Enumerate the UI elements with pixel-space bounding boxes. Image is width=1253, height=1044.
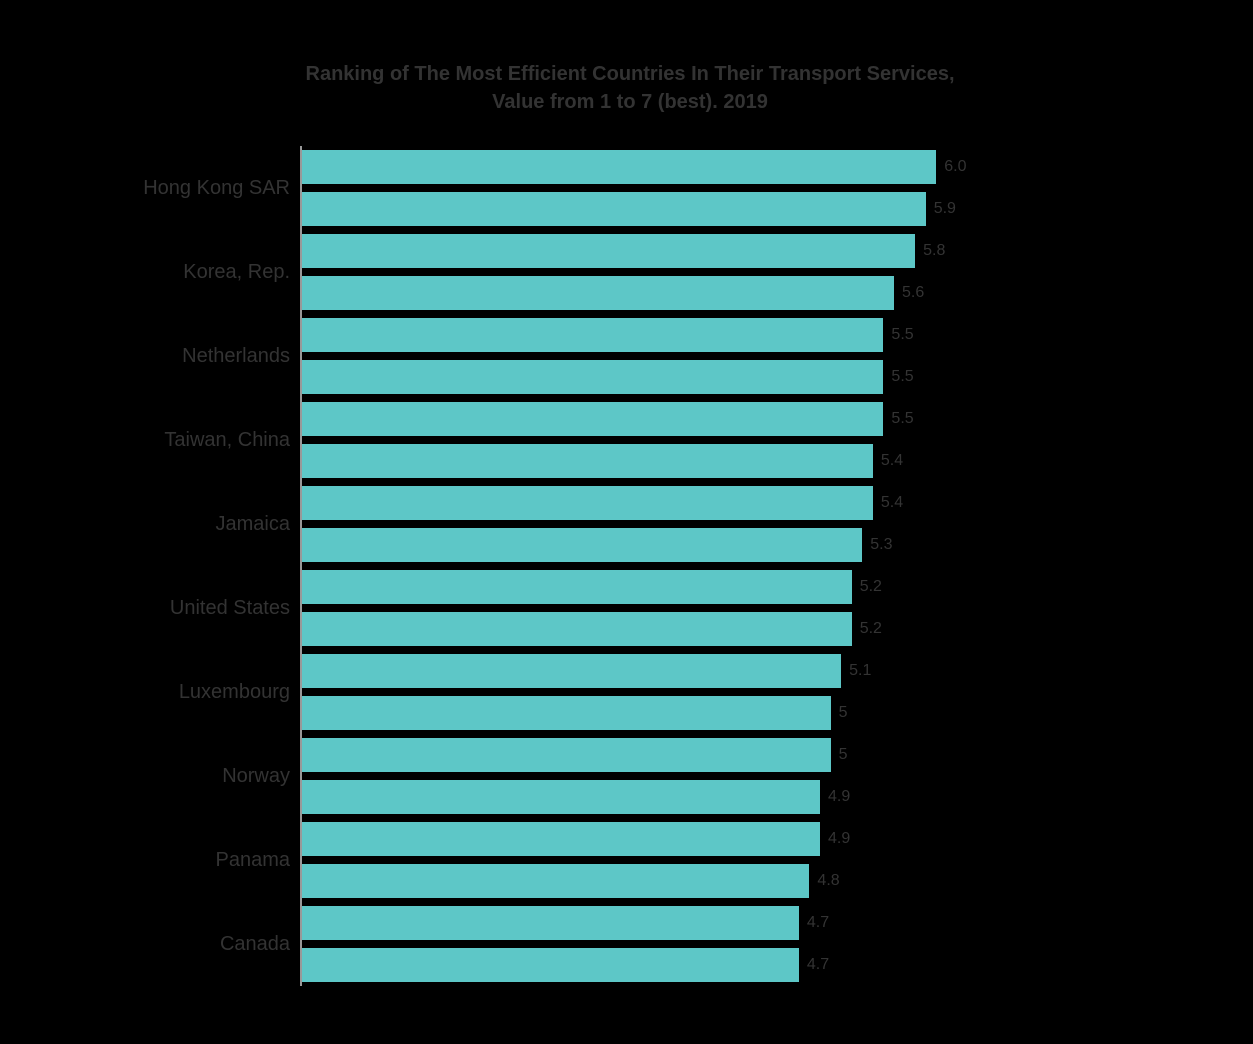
bar-row: 5.4	[302, 482, 1160, 524]
bar: 5	[302, 738, 831, 772]
bar-row: 5.5	[302, 356, 1160, 398]
y-label: Norway	[120, 734, 290, 818]
bar: 5	[302, 696, 831, 730]
bar: 5.5	[302, 360, 883, 394]
bar: 5.2	[302, 612, 852, 646]
bars-area: 6.05.95.85.65.55.55.55.45.45.35.25.25.15…	[300, 146, 1160, 986]
bar: 5.4	[302, 486, 873, 520]
y-label: Netherlands	[120, 314, 290, 398]
bar-row: 5.8	[302, 230, 1160, 272]
bar-value: 5.5	[883, 326, 913, 344]
y-label: Luxembourg	[120, 650, 290, 734]
bar-value: 5.9	[926, 200, 956, 218]
bar-row: 5.5	[302, 314, 1160, 356]
bar-value: 5.2	[852, 578, 882, 596]
y-axis-labels: Hong Kong SAR Korea, Rep. Netherlands Ta…	[120, 146, 300, 986]
bar-row: 4.7	[302, 902, 1160, 944]
bar-value: 5	[831, 746, 848, 764]
bar-row: 4.9	[302, 776, 1160, 818]
bar: 5.4	[302, 444, 873, 478]
y-label: Canada	[120, 902, 290, 986]
bar: 4.8	[302, 864, 809, 898]
bar-value: 5.4	[873, 494, 903, 512]
title-line-2: Value from 1 to 7 (best). 2019	[492, 91, 768, 113]
bar: 5.2	[302, 570, 852, 604]
bar-value: 4.7	[799, 914, 829, 932]
bar-value: 5.4	[873, 452, 903, 470]
chart-area: Hong Kong SAR Korea, Rep. Netherlands Ta…	[100, 146, 1160, 986]
bar-row: 4.8	[302, 860, 1160, 902]
bar-value: 4.7	[799, 956, 829, 974]
bar: 4.7	[302, 906, 799, 940]
bar-row: 5.5	[302, 398, 1160, 440]
bar-value: 6.0	[936, 158, 966, 176]
bar-row: 5.6	[302, 272, 1160, 314]
bar-row: 5.2	[302, 608, 1160, 650]
bar-row: 4.9	[302, 818, 1160, 860]
chart-container: Ranking of The Most Efficient Countries …	[100, 60, 1160, 986]
bar: 4.9	[302, 780, 820, 814]
bar: 5.1	[302, 654, 841, 688]
title-line-1: Ranking of The Most Efficient Countries …	[306, 63, 955, 85]
y-label: Korea, Rep.	[120, 230, 290, 314]
bar-row: 5.1	[302, 650, 1160, 692]
bar-value: 5.3	[862, 536, 892, 554]
bar: 5.5	[302, 402, 883, 436]
bar: 5.8	[302, 234, 915, 268]
bar-value: 4.9	[820, 830, 850, 848]
bar-value: 4.8	[809, 872, 839, 890]
bar-row: 5.3	[302, 524, 1160, 566]
y-label: Jamaica	[120, 482, 290, 566]
bar-row: 5	[302, 734, 1160, 776]
bar-row: 4.7	[302, 944, 1160, 986]
y-label: Panama	[120, 818, 290, 902]
bar: 5.6	[302, 276, 894, 310]
y-label: Taiwan, China	[120, 398, 290, 482]
bar-value: 4.9	[820, 788, 850, 806]
bar-row: 6.0	[302, 146, 1160, 188]
bar: 5.9	[302, 192, 926, 226]
bar-value: 5.5	[883, 368, 913, 386]
bar: 5.5	[302, 318, 883, 352]
bar: 4.9	[302, 822, 820, 856]
bar-value: 5.1	[841, 662, 871, 680]
y-label: Hong Kong SAR	[120, 146, 290, 230]
bar-row: 5.9	[302, 188, 1160, 230]
bar-value: 5.5	[883, 410, 913, 428]
bar: 6.0	[302, 150, 936, 184]
bar: 5.3	[302, 528, 862, 562]
bar-row: 5	[302, 692, 1160, 734]
bar-value: 5.8	[915, 242, 945, 260]
bar-value: 5	[831, 704, 848, 722]
bar-value: 5.2	[852, 620, 882, 638]
y-label: United States	[120, 566, 290, 650]
bar-row: 5.4	[302, 440, 1160, 482]
chart-title: Ranking of The Most Efficient Countries …	[100, 60, 1160, 116]
bar-row: 5.2	[302, 566, 1160, 608]
bar-value: 5.6	[894, 284, 924, 302]
bar: 4.7	[302, 948, 799, 982]
